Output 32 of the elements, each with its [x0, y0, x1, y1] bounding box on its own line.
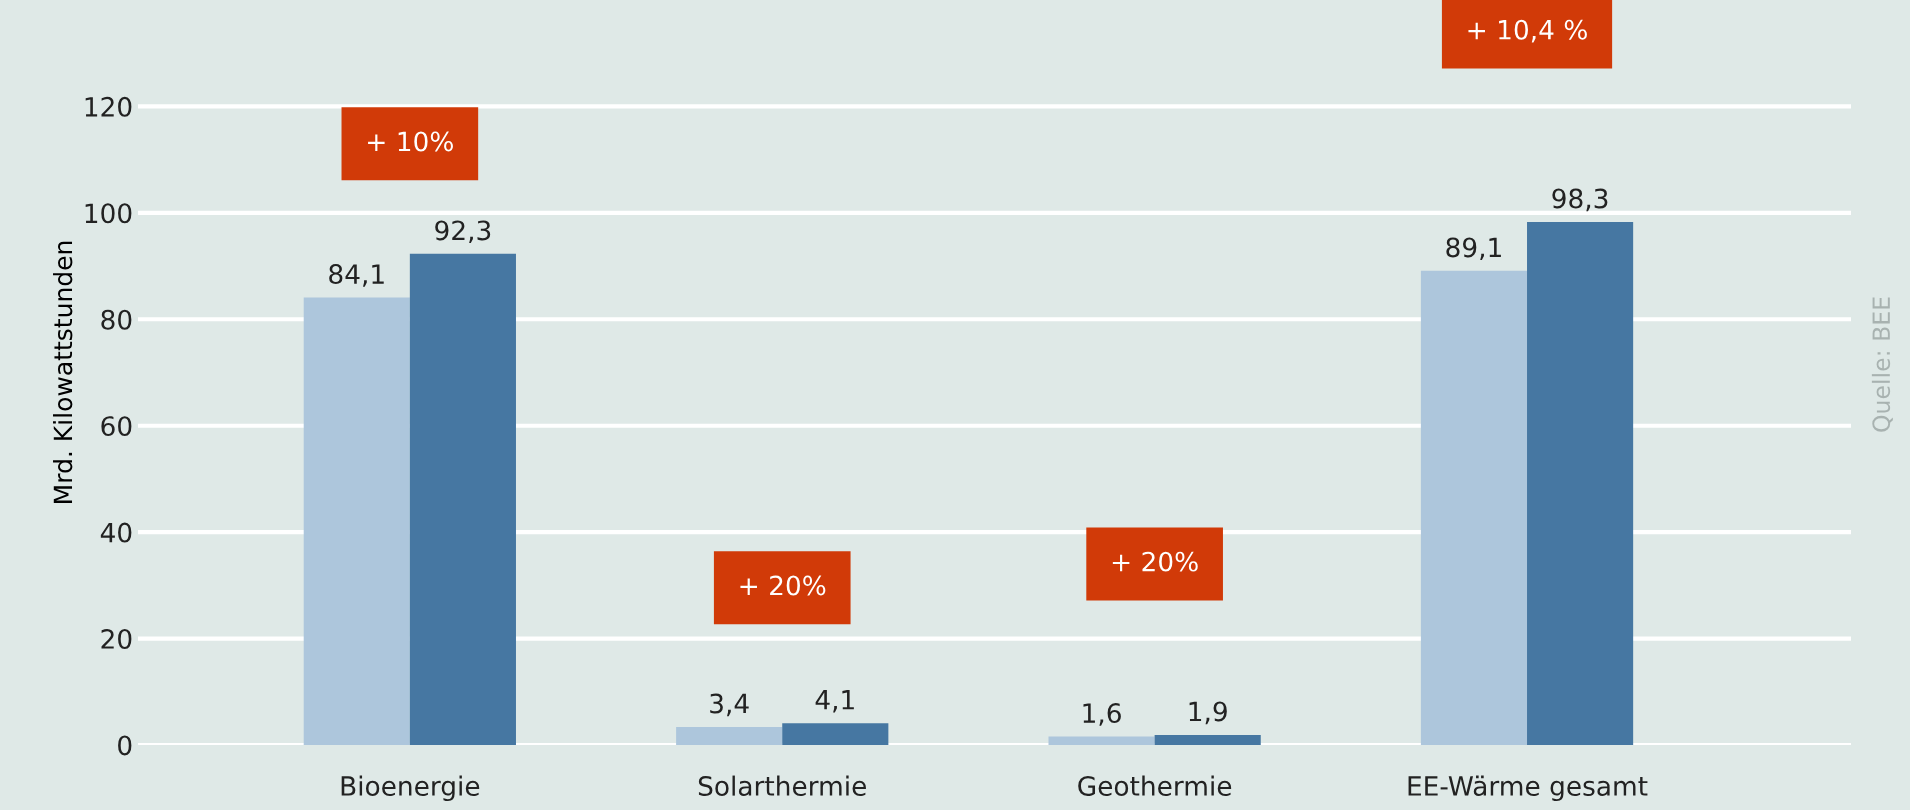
- annotation: + 20%: [1112, 551, 1198, 572]
- bar: [303, 297, 410, 745]
- bar: [1048, 736, 1155, 745]
- data-label: 1,9: [1189, 701, 1227, 725]
- annotation: + 10,4 %: [1468, 19, 1587, 43]
- y-tick-label: 0: [118, 735, 132, 756]
- data-label: 98,3: [1552, 188, 1608, 212]
- x-tick-label: EE-Wärme gesamt: [1408, 775, 1648, 802]
- y-tick-label: 120: [85, 96, 132, 117]
- bar: [1154, 734, 1261, 745]
- y-tick-label: 20: [101, 629, 132, 649]
- x-tick-label: Solarthermie: [698, 775, 866, 796]
- bar: [782, 723, 889, 745]
- data-label: 89,1: [1446, 237, 1501, 261]
- y-tick-label: 40: [100, 522, 132, 543]
- y-tick-label: 100: [85, 203, 132, 224]
- bar: [1420, 270, 1528, 745]
- data-label: 3,4: [710, 693, 749, 717]
- y-axis-title: Mrd. Kilowattstunden: [53, 241, 73, 503]
- annotation: + 20%: [740, 575, 826, 596]
- data-label: 4,1: [815, 690, 854, 713]
- data-label: 84,1: [329, 264, 384, 287]
- data-label: 92,3: [435, 220, 491, 244]
- annotation: + 10%: [368, 131, 453, 152]
- x-tick-label: Geothermie: [1078, 775, 1232, 796]
- bar: [409, 253, 516, 745]
- bar: [1527, 221, 1634, 745]
- bar: [676, 726, 783, 745]
- y-tick-label: 80: [101, 309, 132, 330]
- x-tick-label: Bioenergie: [341, 775, 480, 802]
- y-tick-label: 60: [101, 416, 132, 437]
- data-label: 1,6: [1083, 703, 1121, 726]
